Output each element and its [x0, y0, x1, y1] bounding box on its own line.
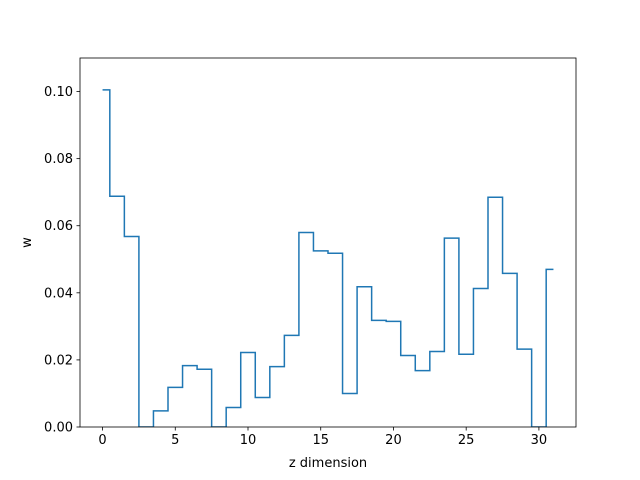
y-tick-label: 0.00 — [44, 421, 73, 436]
x-axis-label: z dimension — [289, 456, 367, 471]
y-tick-label: 0.02 — [44, 353, 73, 368]
axes-frame — [79, 57, 577, 428]
y-tick-label: 0.08 — [44, 152, 73, 167]
series-line-0 — [102, 89, 554, 427]
x-tick-label: 10 — [240, 433, 257, 448]
x-tick-label: 15 — [312, 433, 329, 448]
y-tick-label: 0.10 — [44, 85, 73, 100]
x-tick-label: 5 — [171, 433, 179, 448]
x-tick-label: 25 — [458, 433, 475, 448]
y-tick-label: 0.04 — [44, 286, 73, 301]
y-axis-label: w — [20, 237, 35, 248]
x-tick-label: 30 — [531, 433, 548, 448]
x-tick-label: 0 — [98, 433, 106, 448]
y-tick-label: 0.06 — [44, 219, 73, 234]
x-tick-label: 20 — [385, 433, 402, 448]
